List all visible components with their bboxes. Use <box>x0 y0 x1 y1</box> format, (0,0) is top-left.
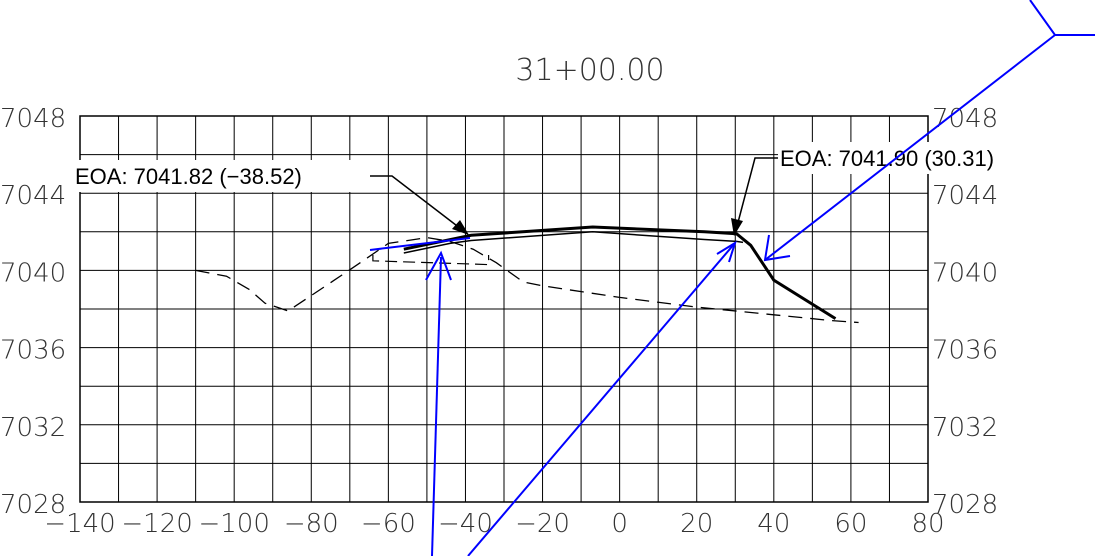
y-tick-label-left: 7028 <box>0 490 66 520</box>
profile-existing-ground-dashed <box>195 236 859 324</box>
markup-pointer-left <box>431 256 442 556</box>
x-tick-label: −140 <box>44 509 115 539</box>
x-tick-label: 20 <box>680 509 713 539</box>
markup-arrow-right-head <box>716 240 737 263</box>
x-tick-label: 40 <box>757 509 790 539</box>
station-title: 31+00.00 <box>515 53 664 88</box>
x-tick-label: −40 <box>438 509 493 539</box>
y-tick-label-left: 7036 <box>0 336 66 366</box>
x-tick-label: 0 <box>611 509 628 539</box>
y-tick-label-left: 7044 <box>0 181 66 211</box>
review-markup <box>369 0 1095 556</box>
right-eoa-callout: EOA: 7041.90 (30.31) <box>731 142 1060 236</box>
profile-dashed-box <box>372 255 490 266</box>
left-leader-line <box>370 175 466 233</box>
markup-arrow-top-head <box>763 234 791 262</box>
y-tick-label-left: 7048 <box>0 104 66 134</box>
y-tick-label-right: 7036 <box>932 336 998 366</box>
y-tick-label-right: 7040 <box>932 258 998 288</box>
markup-pointer-right <box>467 242 736 556</box>
markup-pointer-top <box>764 34 1056 261</box>
left-callout-label: EOA: 7041.82 (−38.52) <box>75 164 302 189</box>
y-tick-label-right: 7032 <box>932 413 998 443</box>
x-tick-label: −60 <box>361 509 416 539</box>
left-leader-arrowhead <box>452 220 469 235</box>
x-tick-label: 80 <box>911 509 944 539</box>
profile-lines <box>195 225 859 324</box>
x-axis-labels: −140 −120 −100 −80 −60 −40 −20 0 20 40 60 80 <box>44 509 944 539</box>
x-tick-label: −100 <box>198 509 269 539</box>
plot-frame <box>79 115 929 503</box>
x-tick-label: −20 <box>515 509 570 539</box>
markup-cloud-edge <box>1029 0 1095 36</box>
profile-subgrade <box>403 231 744 254</box>
x-tick-label: −80 <box>284 509 339 539</box>
markup-arrow-left-head <box>425 250 452 281</box>
y-tick-label-right: 7028 <box>932 490 998 520</box>
right-callout-label: EOA: 7041.90 (30.31) <box>780 146 994 171</box>
y-tick-label-right: 7048 <box>932 104 998 134</box>
right-leader-line <box>735 157 778 231</box>
right-leader-arrowhead <box>731 218 743 236</box>
left-eoa-callout: EOA: 7041.82 (−38.52) <box>72 160 469 235</box>
y-tick-label-left: 7040 <box>0 258 66 288</box>
right-callout-box <box>778 142 1060 174</box>
x-tick-label: 60 <box>834 509 867 539</box>
y-tick-label-left: 7032 <box>0 413 66 443</box>
profile-finished-grade-bold <box>403 225 837 320</box>
markup-highlight-line <box>369 237 471 251</box>
left-callout-box <box>72 160 372 192</box>
y-axis-labels: 7028 7028 7032 7032 7036 7036 7040 7040 7044 7044… <box>0 104 998 520</box>
y-tick-label-right: 7044 <box>932 181 998 211</box>
x-tick-label: −120 <box>121 509 192 539</box>
